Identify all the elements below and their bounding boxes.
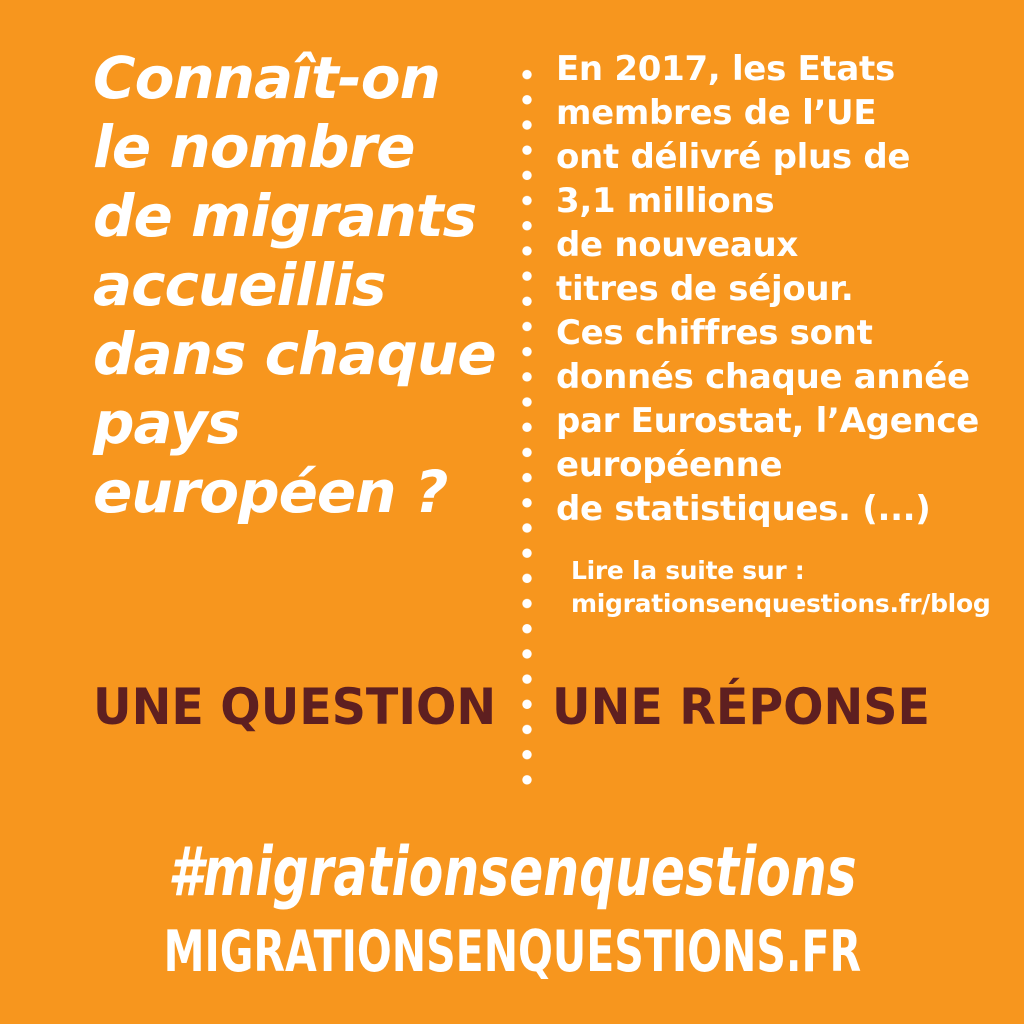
site-url-text: MIGRATIONSENQUESTIONS.FR (163, 919, 861, 985)
une-question-label: UNE QUESTION (93, 678, 497, 736)
une-reponse-label: UNE RÉPONSE (552, 678, 930, 736)
question-title: Connaît-on le nombre de migrants accueil… (93, 44, 497, 526)
dotted-divider-line (521, 62, 533, 795)
hashtag-row: #migrationsenquestions (0, 833, 1024, 912)
site-url-row: MIGRATIONSENQUESTIONS.FR (0, 921, 1024, 984)
hashtag-text: #migrationsenquestions (167, 833, 857, 912)
answer-text: En 2017, les Etats membres de l’UE ont d… (556, 49, 979, 529)
read-more-label: Lire la suite sur : (571, 556, 805, 585)
read-more-block: Lire la suite sur : migrationsenquestion… (571, 554, 991, 620)
read-more-url: migrationsenquestions.fr/blog (571, 589, 991, 618)
